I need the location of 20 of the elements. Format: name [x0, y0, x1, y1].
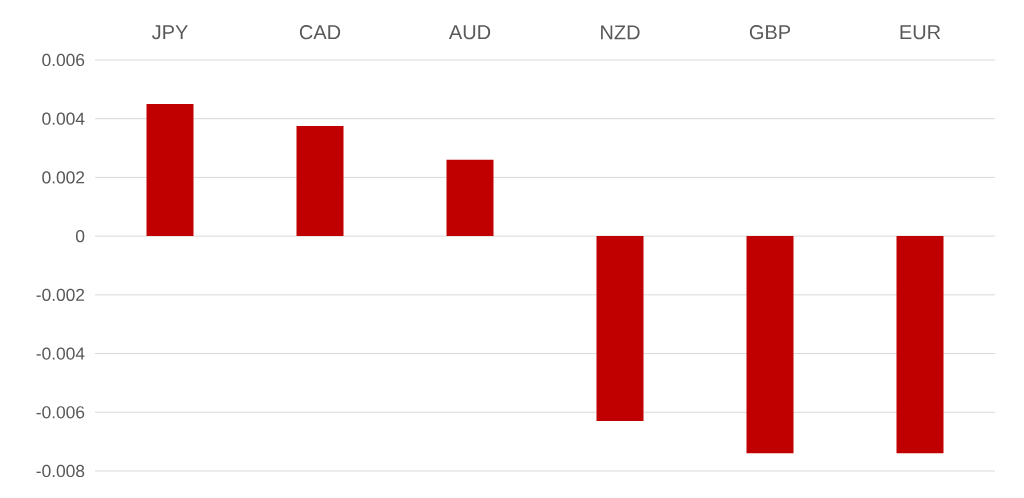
- y-tick-label: 0: [75, 229, 85, 243]
- y-tick-label: 0.004: [42, 112, 85, 125]
- x-tick-label: AUD: [448, 25, 491, 40]
- x-tick-label: GBP: [749, 25, 791, 40]
- x-tick-label: NZD: [601, 25, 640, 40]
- bar: [296, 126, 344, 237]
- bar: [896, 236, 944, 454]
- x-tick-label: EUR: [900, 25, 941, 40]
- bar: [746, 236, 794, 454]
- y-tick-label: -0.004: [36, 347, 85, 360]
- y-tick-label: 0.002: [42, 171, 85, 184]
- bar: [146, 104, 194, 237]
- y-tick-label: -0.008: [36, 464, 85, 478]
- x-tick-label: JPY: [151, 25, 188, 40]
- y-tick-label: -0.006: [36, 406, 85, 419]
- x-tick-label: CAD: [299, 25, 341, 40]
- y-tick-label: 0.006: [42, 53, 85, 67]
- bar: [596, 236, 644, 422]
- bar: [446, 159, 494, 237]
- y-tick-label: -0.002: [36, 288, 85, 301]
